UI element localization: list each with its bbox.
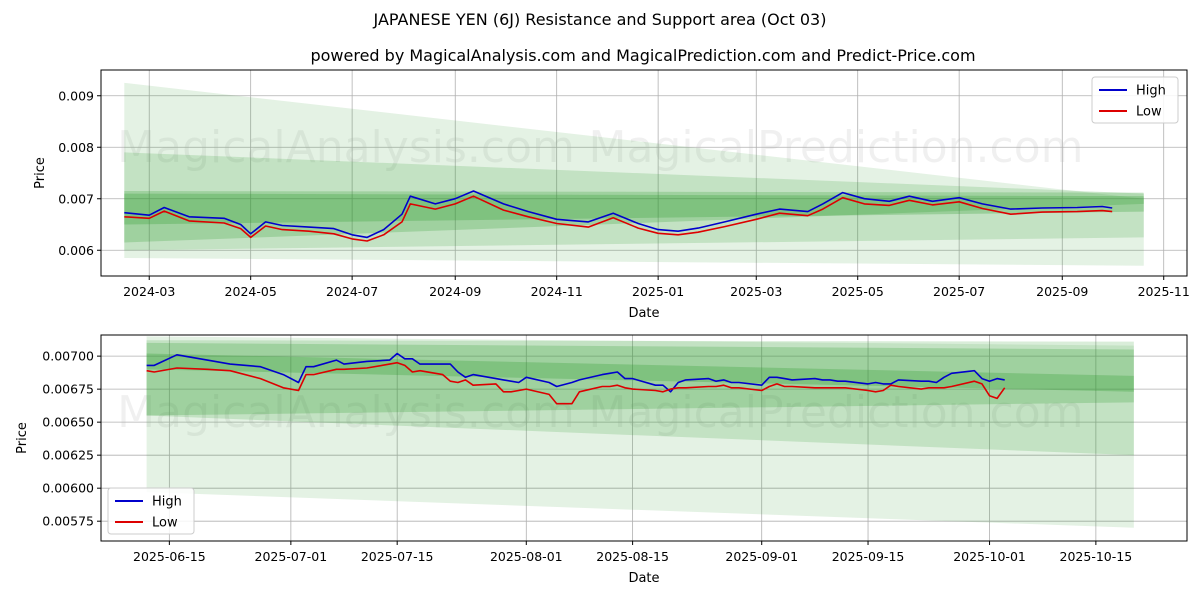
support-resistance-band	[124, 152, 1144, 251]
legend: High Low	[1091, 76, 1179, 124]
chart-title: JAPANESE YEN (6J) Resistance and Support…	[373, 10, 827, 29]
plot-frame	[100, 69, 1188, 277]
x-tick-label: 2025-10-01	[953, 549, 1026, 564]
support-resistance-band	[124, 82, 1144, 266]
x-tick-label: 2025-07	[933, 284, 985, 299]
support-resistance-band	[146, 342, 1134, 416]
x-tick-label: 2025-07-01	[255, 549, 328, 564]
y-tick-label: 0.00700	[42, 349, 94, 364]
x-tick-label: 2024-05	[225, 284, 277, 299]
x-tick-label: 2025-05	[832, 284, 884, 299]
y-tick-label: 0.00600	[42, 481, 94, 496]
x-tick-label: 2024-09	[429, 284, 481, 299]
legend-label-low: Low	[152, 516, 178, 531]
x-tick-label: 2025-08-01	[490, 549, 563, 564]
y-axis-label: Price	[15, 422, 30, 454]
support-resistance-band	[124, 191, 1144, 243]
series-line-high	[146, 352, 1005, 393]
y-tick-label: 0.00675	[42, 382, 94, 397]
x-tick-label: 2025-09-01	[725, 549, 798, 564]
bottom-panel: MagicalAnalysis.com MagicalPrediction.com…	[15, 334, 1188, 586]
x-tick-label: 2025-07-15	[361, 549, 434, 564]
y-tick-label: 0.00575	[42, 514, 94, 529]
x-tick-label: 2024-03	[123, 284, 175, 299]
watermark-text: MagicalPrediction.com	[589, 387, 1084, 438]
support-resistance-band	[146, 340, 1134, 456]
x-tick-label: 2025-10-15	[1060, 549, 1133, 564]
x-tick-label: 2025-09-15	[832, 549, 905, 564]
watermark-text: MagicalAnalysis.com	[117, 387, 575, 438]
y-tick-label: 0.007	[58, 191, 94, 206]
top-panel: MagicalAnalysis.com MagicalPrediction.com…	[33, 69, 1190, 321]
plot-frame	[100, 334, 1188, 542]
legend-label-high: High	[152, 495, 182, 510]
x-tick-label: 2025-06-15	[133, 549, 206, 564]
series-line-high	[124, 190, 1113, 239]
legend-label-high: High	[1136, 84, 1166, 99]
y-tick-label: 0.00625	[42, 448, 94, 463]
y-tick-label: 0.00650	[42, 415, 94, 430]
y-tick-label: 0.009	[58, 88, 94, 103]
y-tick-label: 0.006	[58, 243, 94, 258]
y-axis-label: Price	[33, 157, 48, 189]
x-tick-label: 2025-08-15	[596, 549, 669, 564]
x-tick-label: 2025-03	[730, 284, 782, 299]
series-line-low	[146, 361, 1006, 405]
x-tick-label: 2025-01	[632, 284, 684, 299]
x-axis-label: Date	[628, 571, 659, 586]
x-axis-label: Date	[628, 306, 659, 321]
y-tick-label: 0.008	[58, 140, 94, 155]
legend-label-low: Low	[1136, 105, 1162, 120]
x-tick-label: 2024-07	[326, 284, 378, 299]
x-tick-label: 2025-11	[1138, 284, 1190, 299]
legend: High Low	[107, 487, 195, 535]
x-tick-label: 2025-09	[1036, 284, 1088, 299]
chart-subtitle: powered by MagicalAnalysis.com and Magic…	[310, 46, 975, 65]
series-line-low	[124, 195, 1113, 242]
x-tick-label: 2024-11	[531, 284, 583, 299]
